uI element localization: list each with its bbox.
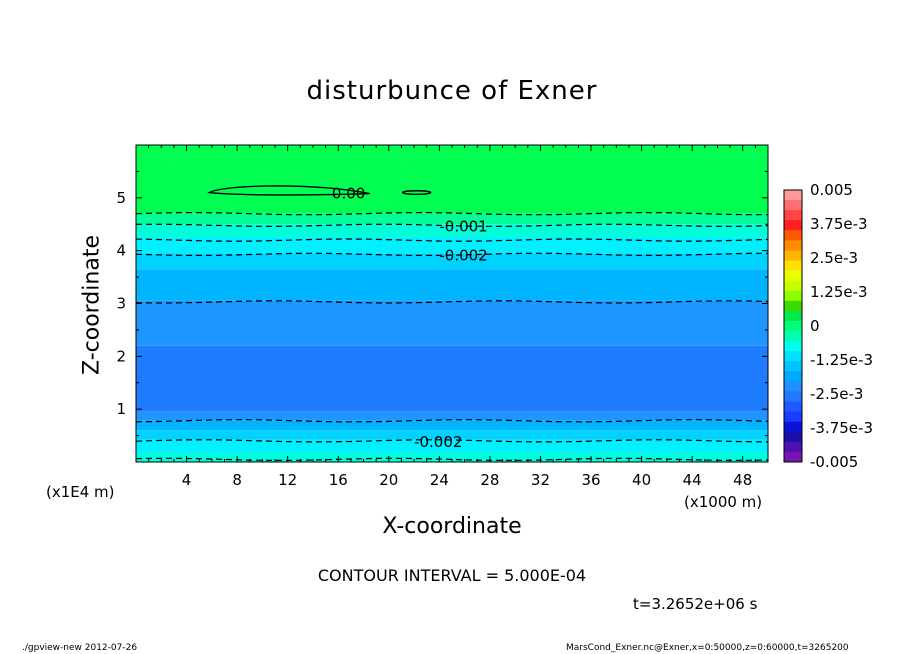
colorbar-swatch [784,230,802,241]
colorbar-label: -0.005 [810,453,858,471]
zero-contour-label: 0.00 [332,185,365,203]
contour-bands [136,145,768,462]
y-tick-label: 2 [116,347,126,365]
band-4 [136,253,768,270]
colorbar-swatch [784,250,802,262]
x-tick-label: 8 [232,471,242,489]
x-unit-note: (x1E4 m) [46,483,115,501]
colorbar-swatch [784,351,802,362]
contour-interval: CONTOUR INTERVAL = 5.000E-04 [317,566,587,585]
colorbar-swatch [784,441,802,453]
colorbar-label: 3.75e-3 [810,215,868,233]
colorbar-swatch [784,320,802,332]
contour-labels: -0.001 -0.002 -0.002 0.00 [332,185,488,451]
colorbar-label: 0 [810,317,820,335]
colorbar-label: 1.25e-3 [810,283,868,301]
x-tick-label: 36 [581,471,600,489]
colorbar-swatch [784,421,802,433]
contour-label-1: -0.001 [439,217,487,235]
y-axis: 1 2 3 4 5 [116,170,768,437]
y-tick-label: 1 [116,400,126,418]
contour-line-0 [135,212,768,216]
colorbar-swatch [784,220,802,231]
y-tick-label: 5 [116,189,126,207]
zero-contour-loop-2 [401,190,432,196]
colorbar-swatch [784,280,802,292]
contour-line-7 [135,457,769,461]
x-tick-label: 40 [632,471,651,489]
band-2 [136,224,768,238]
band-11 [136,439,768,453]
contour-label-6: -0.002 [414,433,462,451]
colorbar-swatch [784,270,802,282]
band-8 [136,411,768,421]
colorbar: 0.005 3.75e-3 2.5e-3 1.25e-3 0 -1.25e-3 -2.5e-… [783,181,873,471]
colorbar-label: -3.75e-3 [810,419,873,437]
contour-line-6 [135,439,768,443]
colorbar-label: 0.005 [810,181,853,199]
contour-line-3 [135,252,768,256]
colorbar-label: 2.5e-3 [810,249,858,267]
colorbar-swatch [784,240,802,251]
footer-left: ./gpview-new 2012-07-26 [22,643,138,653]
band-10 [136,430,768,440]
zero-contour-loop-1 [207,185,370,196]
x-unit: (x1000 m) [684,493,763,511]
x-tick-label: 20 [379,471,398,489]
contour-lines [135,185,769,461]
contour-label-3: -0.002 [439,246,487,264]
colorbar-swatch [784,190,802,201]
band-12 [136,452,768,462]
colorbar-swatch [784,200,802,211]
footer-right: MarsCond_Exner.nc@Exner,x=0:50000,z=0:60… [566,643,849,653]
band-5 [136,269,768,301]
x-tick-label: 16 [329,471,348,489]
y-tick-label: 3 [116,295,126,313]
colorbar-swatch [784,361,802,372]
colorbar-swatch [784,331,802,342]
x-tick-label: 24 [430,471,449,489]
colorbar-swatch [784,411,802,423]
band-6 [136,300,768,346]
colorbar-swatch [784,260,802,272]
band-7 [136,345,768,412]
colorbar-frame [783,189,803,463]
chart-title: disturbunce of Exner [306,76,598,106]
colorbar-swatch [784,210,802,221]
colorbar-label: -2.5e-3 [810,385,863,403]
band-0 [136,145,768,214]
colorbar-label: -1.25e-3 [810,351,873,369]
contour-line-1 [135,223,769,228]
colorbar-swatch [784,391,802,403]
colorbar-swatch [784,290,802,302]
colorbar-swatch [784,310,802,322]
y-tick-label: 4 [116,242,126,260]
x-axis-label: X-coordinate [382,514,522,539]
y-axis-label: Z-coordinate [79,235,105,375]
band-9 [136,420,768,431]
x-tick-label: 32 [531,471,550,489]
colorbar-swatch [784,371,802,382]
colorbar-swatch [784,431,802,443]
x-tick-label: 12 [278,471,297,489]
x-axis: 4 8 12 16 20 24 28 32 36 40 44 48 [148,145,756,489]
x-tick-label: 28 [480,471,499,489]
band-3 [136,237,768,254]
time-stamp: t=3.2652e+06 s [633,595,758,613]
contour-line-5 [135,419,769,423]
band-1 [136,213,768,225]
x-tick-label: 4 [182,471,192,489]
colorbar-swatch [784,381,802,392]
colorbar-swatch [784,401,802,413]
colorbar-swatch [784,341,802,352]
x-tick-label: 44 [683,471,702,489]
colorbar-swatch [784,300,802,312]
x-tick-label: 48 [733,471,752,489]
colorbar-swatch [784,451,802,463]
contour-line-4 [135,300,769,304]
contour-line-2 [135,238,769,242]
